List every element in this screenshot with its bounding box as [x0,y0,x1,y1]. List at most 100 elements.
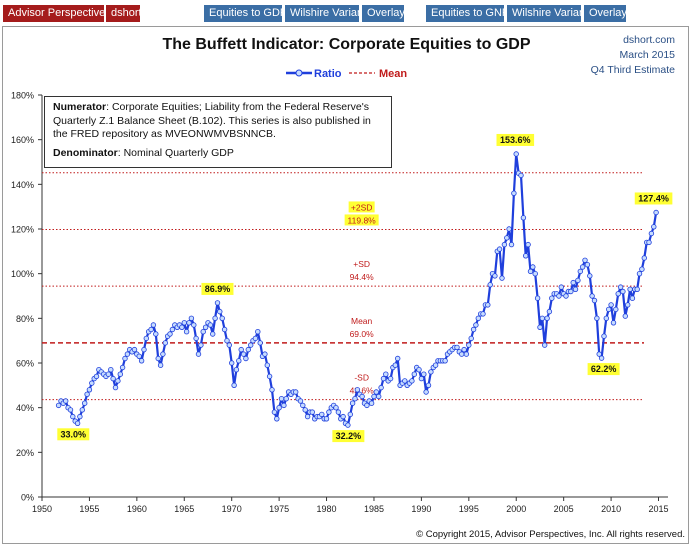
series-point [349,400,356,406]
series-point [110,375,116,382]
top-toolbar: Advisor Perspectives dshort Equities to … [0,0,693,26]
series-point [511,190,517,196]
series-point [136,353,142,359]
series-point [461,346,467,353]
denominator-label: Denominator [53,146,118,159]
series-point [368,400,375,406]
reference-label: -SD [354,373,369,383]
series-point [598,355,605,361]
series-point [544,315,550,321]
wilshire-variant-button-1[interactable]: Wilshire Variant [285,5,366,22]
callout-label: 127.4% [638,193,669,203]
callout-label: 153.6% [500,135,531,145]
callouts: 33.0% 86.9% 32.2% 153.6% 62.2% 127.4% [57,133,673,443]
series-point [513,151,519,157]
series-point [347,411,353,418]
note-box: Numerator: Corporate Equities; Liability… [44,96,392,168]
series-point [198,342,204,348]
series-point [157,362,164,368]
series-point [233,367,240,373]
series-point [162,340,168,346]
equities-to-gnp-button[interactable]: Equities to GNP [426,5,509,22]
overlay-button-1[interactable]: Overlay [362,5,405,22]
series-point [179,324,185,330]
series-point [221,326,228,333]
series-point [86,387,93,393]
equities-to-gdp-button[interactable]: Equities to GDP [204,5,287,22]
series-point [119,364,126,371]
series-point [108,367,114,373]
wilshire-variant-button-2[interactable]: Wilshire Variant [507,5,588,22]
series-point [323,416,330,422]
series-point [518,172,524,179]
series-point [84,391,90,397]
series-point [402,378,408,384]
series-point [572,286,579,292]
series-point [333,405,339,411]
series-point [122,355,128,362]
series-point [577,268,583,275]
series-point [186,320,192,326]
series-point [506,226,512,232]
series-point [546,308,553,315]
series-point [596,351,602,357]
series-point [508,241,515,248]
series-point [62,398,69,404]
callout-label: 32.2% [336,431,362,441]
series-point [262,351,268,357]
series-line [57,152,658,427]
series-point [395,355,401,362]
series-point [570,279,576,286]
dshort-link[interactable]: dshort [106,5,142,22]
series-point [304,413,311,420]
series-point [269,387,275,393]
series-point [264,362,270,368]
series-point [423,389,429,395]
series-point [639,266,645,272]
series-point [193,335,199,342]
advisor-perspectives-link[interactable]: Advisor Perspectives [3,5,111,22]
y-tick-label: 80% [16,314,34,324]
x-tick-label: 1965 [174,504,194,514]
series-point [207,322,214,328]
x-tick-label: 2010 [601,504,621,514]
series-point [335,409,342,415]
series-point [613,306,619,313]
series-point [169,326,176,333]
legend-ratio-marker [295,69,303,77]
series-point [240,351,247,357]
series-point [589,293,595,299]
series-point [214,300,221,306]
series-point [148,326,154,333]
series-point [492,273,498,279]
series-point [625,302,631,308]
estimate-label: Q4 Third Estimate [590,64,675,76]
series-point [105,371,112,377]
overlay-button-2[interactable]: Overlay [584,5,627,22]
series-point [247,342,254,348]
series-point [373,389,379,395]
series-point [93,373,100,380]
series-point [302,407,308,413]
series-point [167,331,173,337]
y-tick-label: 120% [11,225,34,235]
series-point [575,277,581,284]
series-point [421,371,427,377]
series-point [387,375,394,382]
series-point [648,230,655,237]
series-point [587,273,593,279]
x-tick-label: 1950 [32,504,52,514]
y-tick-label: 180% [11,91,34,101]
series-point [274,416,280,422]
series-point [219,315,225,321]
series-point [629,295,636,301]
series-point [425,382,432,388]
series-point [475,315,481,321]
series-point [380,375,387,382]
series-point [70,413,76,420]
series-point [271,409,278,415]
series-point [603,315,609,321]
series-point [549,295,555,301]
series-point [231,382,237,388]
series-point [155,355,161,362]
